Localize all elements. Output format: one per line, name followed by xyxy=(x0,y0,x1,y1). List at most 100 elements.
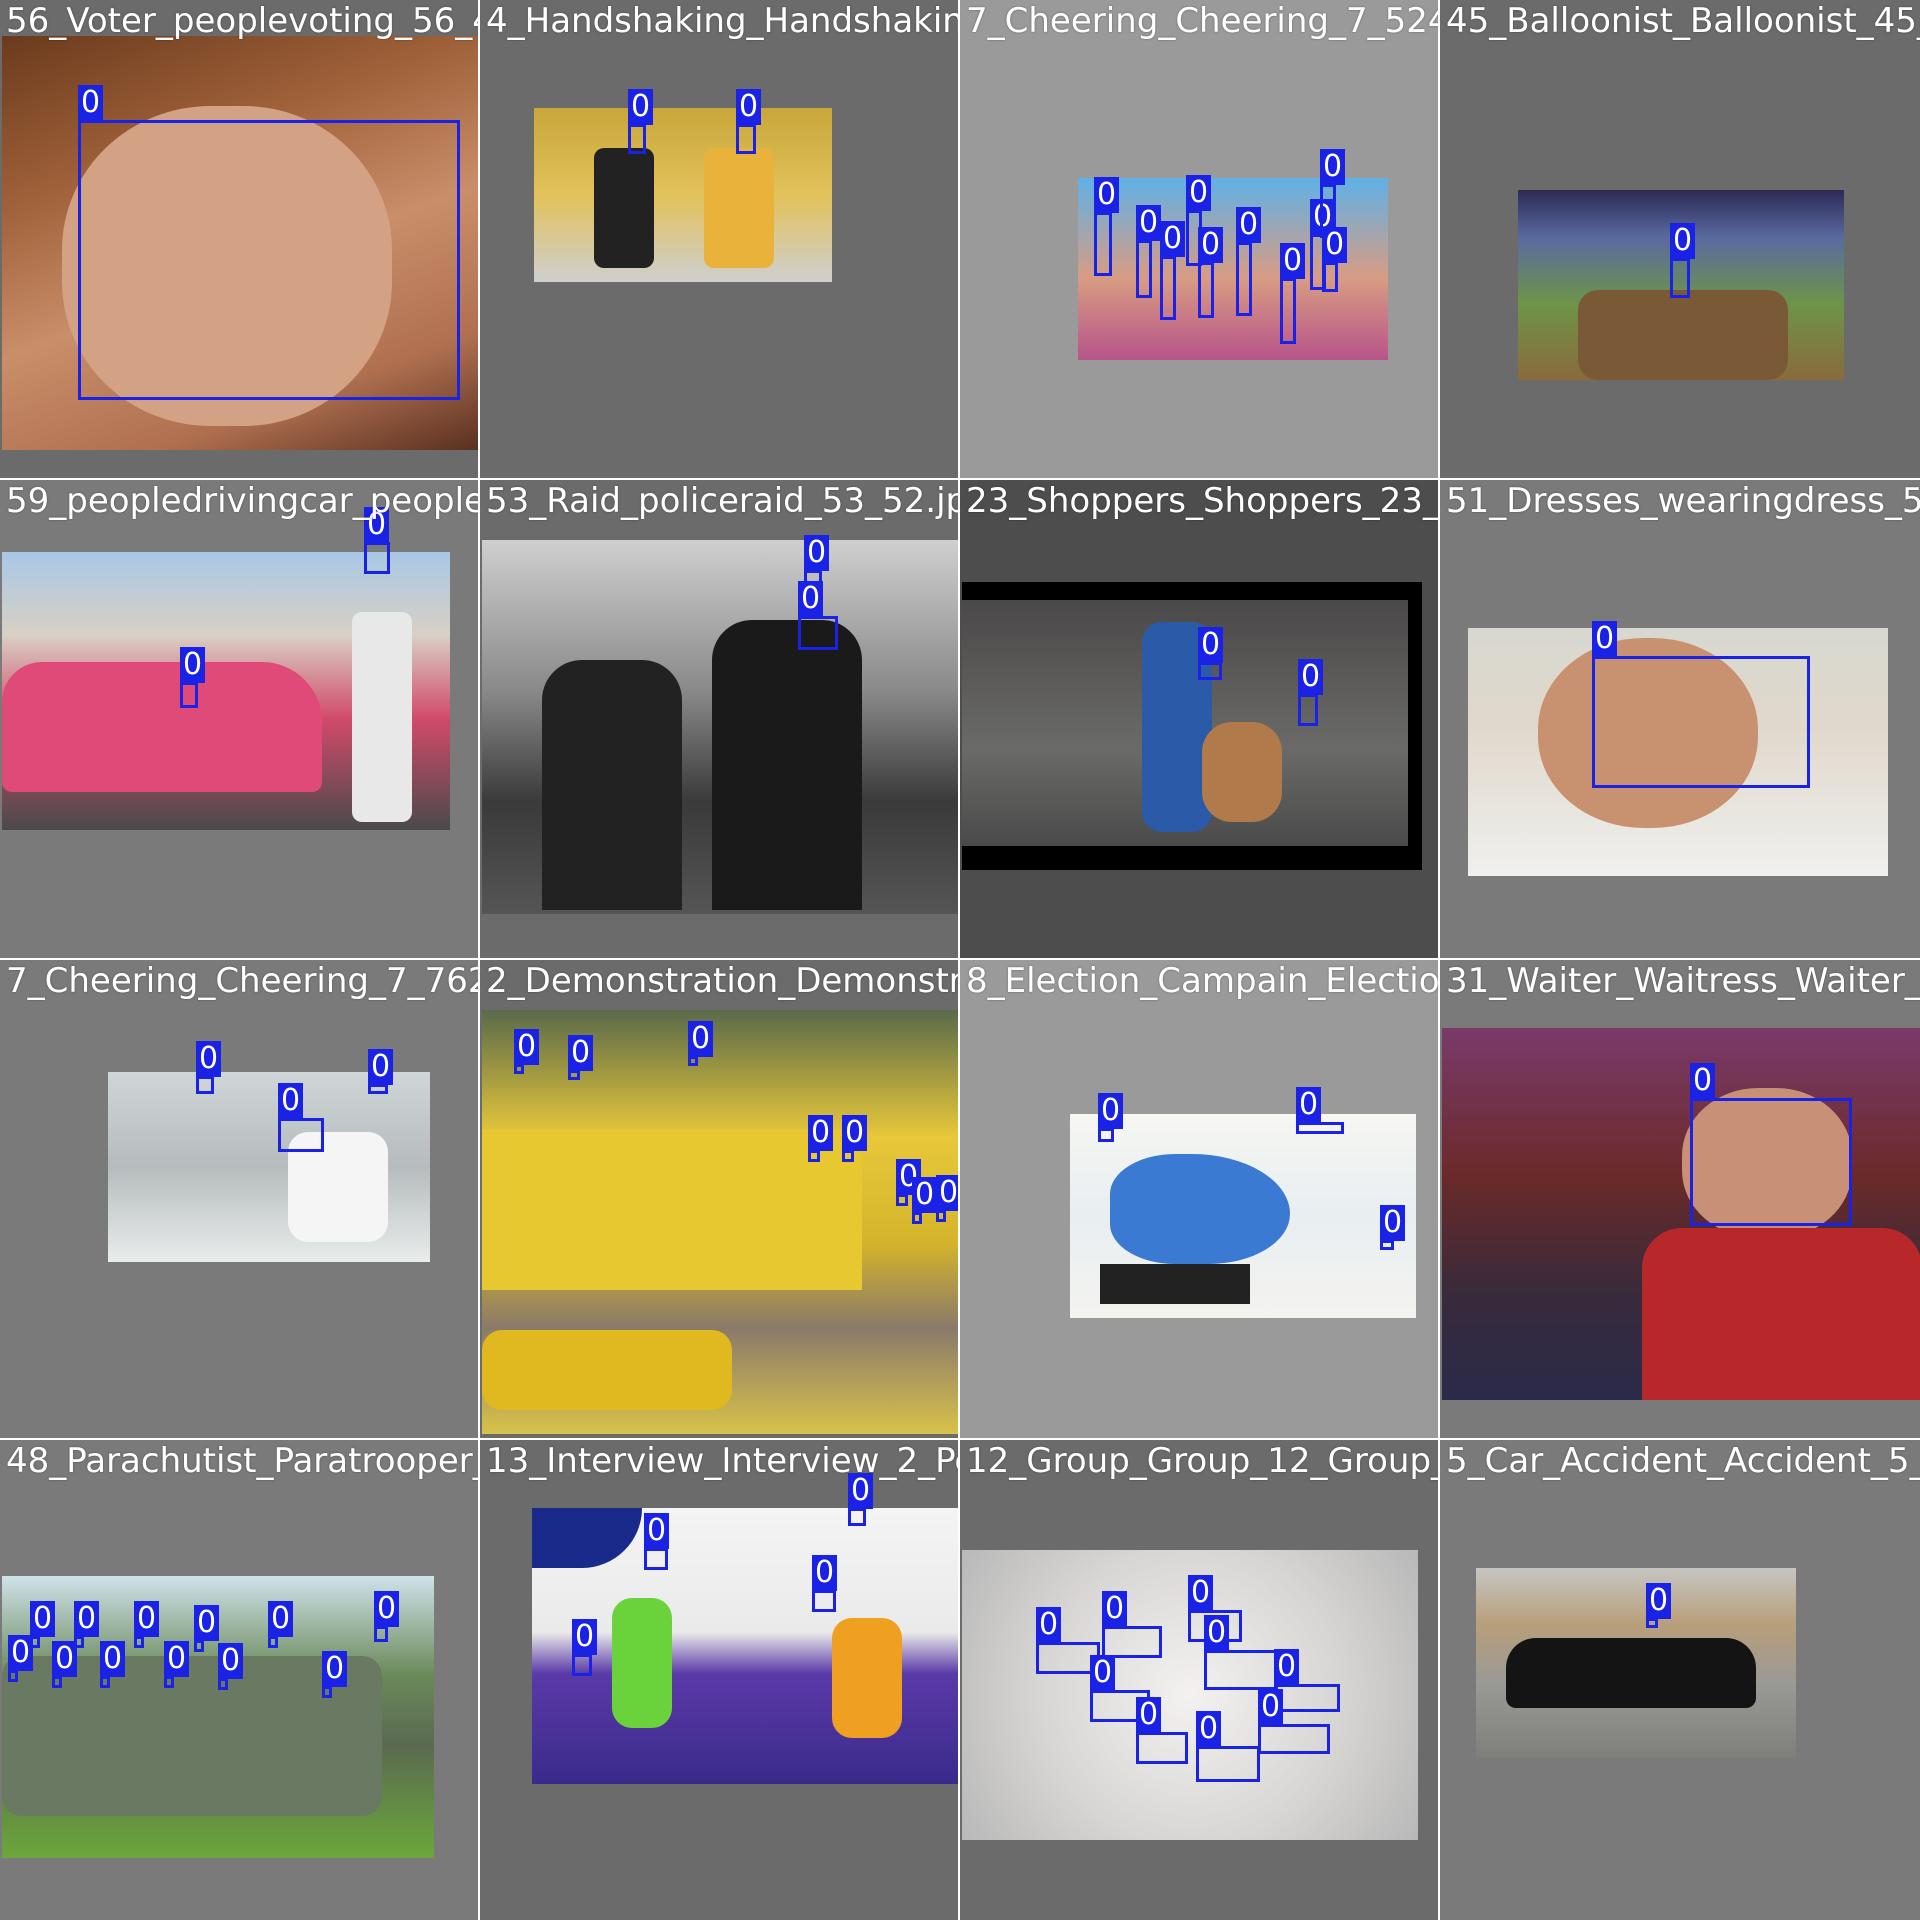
detection-box: 0 xyxy=(1380,1205,1406,1250)
tile-title: 4_Handshaking_Handshaking_4_240.jpg xyxy=(486,1,958,41)
detection-box: 0 xyxy=(74,1601,100,1648)
tile-cheering: 7_Cheering_Cheering_7_524.jpg 0 0 0 0 0 … xyxy=(960,0,1438,478)
detection-box: 0 xyxy=(736,89,762,154)
box-label: 0 xyxy=(842,1115,868,1151)
box-label: 0 xyxy=(1186,175,1212,211)
tile-title: 12_Group_Group_12_Group_Group_12_467.jpg xyxy=(966,1441,1438,1481)
box-label: 0 xyxy=(1646,1583,1672,1619)
tile-handshaking: 4_Handshaking_Handshaking_4_240.jpg 0 0 xyxy=(480,0,958,478)
detection-box: 0 xyxy=(30,1601,56,1648)
tile-dresses: 51_Dresses_wearingdress_51_1008.jpg 0 xyxy=(1440,480,1920,958)
detection-box: 0 xyxy=(218,1643,244,1690)
box-label: 0 xyxy=(52,1641,78,1677)
photo xyxy=(1468,628,1888,876)
box-label: 0 xyxy=(196,1041,222,1077)
box-label: 0 xyxy=(848,1473,874,1509)
box-label: 0 xyxy=(1136,1697,1162,1733)
box-label: 0 xyxy=(812,1555,838,1591)
detection-box: 0 xyxy=(1670,223,1696,298)
photo xyxy=(962,582,1422,870)
detection-box: 0 xyxy=(912,1177,938,1224)
detection-box: 0 xyxy=(1592,621,1810,788)
detection-box: 0 xyxy=(1298,659,1324,726)
box-label: 0 xyxy=(268,1601,294,1637)
tile-title: 13_Interview_Interview_2_People_Visible_… xyxy=(486,1441,958,1481)
detection-box: 0 xyxy=(514,1029,540,1074)
photo xyxy=(108,1072,430,1262)
detection-box: 0 xyxy=(568,1035,594,1080)
detection-box: 0 xyxy=(688,1021,714,1066)
photo xyxy=(1070,1114,1416,1318)
detection-box: 0 xyxy=(1102,1591,1162,1658)
box-label: 0 xyxy=(798,581,824,617)
tile-balloonist: 45_Balloonist_Balloonist_45_163.jpg 0 xyxy=(1440,0,1920,478)
box-label: 0 xyxy=(1280,243,1306,279)
box-label: 0 xyxy=(74,1601,100,1637)
detection-box: 0 xyxy=(936,1175,958,1222)
box-label: 0 xyxy=(322,1651,348,1687)
box-label: 0 xyxy=(1036,1607,1062,1643)
tile-title: 7_Cheering_Cheering_7_762.jpg xyxy=(6,961,478,1001)
box-label: 0 xyxy=(808,1115,834,1151)
tile-title: 7_Cheering_Cheering_7_524.jpg xyxy=(966,1,1438,41)
photo xyxy=(482,540,958,914)
detection-box: 0 xyxy=(1198,227,1224,318)
detection-box: 0 xyxy=(798,581,838,650)
tile-shoppers: 23_Shoppers_Shoppers_23_515.jpg 0 0 xyxy=(960,480,1438,958)
detection-box: 0 xyxy=(1094,177,1120,276)
tile-title: 5_Car_Accident_Accident_5_467.jpg xyxy=(1446,1441,1920,1481)
box-label: 0 xyxy=(804,535,830,571)
tile-interview: 13_Interview_Interview_2_People_Visible_… xyxy=(480,1440,958,1920)
box-label: 0 xyxy=(1204,1615,1230,1651)
detection-box: 0 xyxy=(1090,1655,1150,1722)
detection-box: 0 xyxy=(196,1041,222,1094)
tile-group: 12_Group_Group_12_Group_Group_12_467.jpg… xyxy=(960,1440,1438,1920)
tile-election: 8_Election_Campain_Election_Campaign_8_1… xyxy=(960,960,1438,1438)
box-label: 0 xyxy=(736,89,762,125)
box-label: 0 xyxy=(1320,149,1346,185)
detection-box: 0 xyxy=(78,85,460,400)
detection-box: 0 xyxy=(368,1049,394,1094)
box-label: 0 xyxy=(1188,1575,1214,1611)
tile-title: 8_Election_Campain_Election_Campaign_8_1… xyxy=(966,961,1438,1001)
photo xyxy=(532,1508,958,1784)
detection-box: 0 xyxy=(164,1641,190,1688)
tile-raid: 53_Raid_policeraid_53_52.jpg 0 0 xyxy=(480,480,958,958)
tile-title: 45_Balloonist_Balloonist_45_163.jpg xyxy=(1446,1,1920,41)
box-label: 0 xyxy=(1670,223,1696,259)
box-label: 0 xyxy=(1274,1649,1300,1685)
detection-box: 0 xyxy=(808,1115,834,1162)
detection-box: 0 xyxy=(572,1619,598,1676)
photo xyxy=(2,552,450,830)
detection-box: 0 xyxy=(1296,1087,1344,1134)
box-label: 0 xyxy=(100,1641,126,1677)
detection-box: 0 xyxy=(1160,221,1186,320)
tile-cheering-office: 7_Cheering_Cheering_7_762.jpg 0 0 0 xyxy=(0,960,478,1438)
detection-box: 0 xyxy=(1690,1063,1852,1226)
detection-box: 0 xyxy=(1322,227,1348,292)
box-label: 0 xyxy=(1380,1205,1406,1241)
box-label: 0 xyxy=(180,647,206,683)
box-label: 0 xyxy=(1160,221,1186,257)
tile-car-accident: 5_Car_Accident_Accident_5_467.jpg 0 xyxy=(1440,1440,1920,1920)
box-label: 0 xyxy=(1236,207,1262,243)
tile-title: 59_peopledrivingcar_peopledrivingcar_59_… xyxy=(6,481,478,521)
box-label: 0 xyxy=(1094,177,1120,213)
tile-title: 56_Voter_peoplevoting_56_418.jpg xyxy=(6,1,478,41)
detection-box: 0 xyxy=(644,1513,670,1570)
photo xyxy=(1518,190,1844,380)
detection-box: 0 xyxy=(364,507,390,574)
tile-title: 48_Parachutist_Paratrooper_48_1.jpg xyxy=(6,1441,478,1481)
box-label: 0 xyxy=(572,1619,598,1655)
box-label: 0 xyxy=(688,1021,714,1057)
box-label: 0 xyxy=(514,1029,540,1065)
box-label: 0 xyxy=(218,1643,244,1679)
tile-parachutist: 48_Parachutist_Paratrooper_48_1.jpg 0 0 … xyxy=(0,1440,478,1920)
detection-box: 0 xyxy=(1136,205,1162,298)
box-label: 0 xyxy=(1592,621,1618,657)
detection-box: 0 xyxy=(1136,1697,1188,1764)
box-label: 0 xyxy=(1196,1711,1222,1747)
detection-box: 0 xyxy=(848,1473,874,1526)
tile-title: 31_Waiter_Waitress_Waiter_Waitress_31_93… xyxy=(1446,961,1920,1001)
photo xyxy=(1078,178,1388,360)
